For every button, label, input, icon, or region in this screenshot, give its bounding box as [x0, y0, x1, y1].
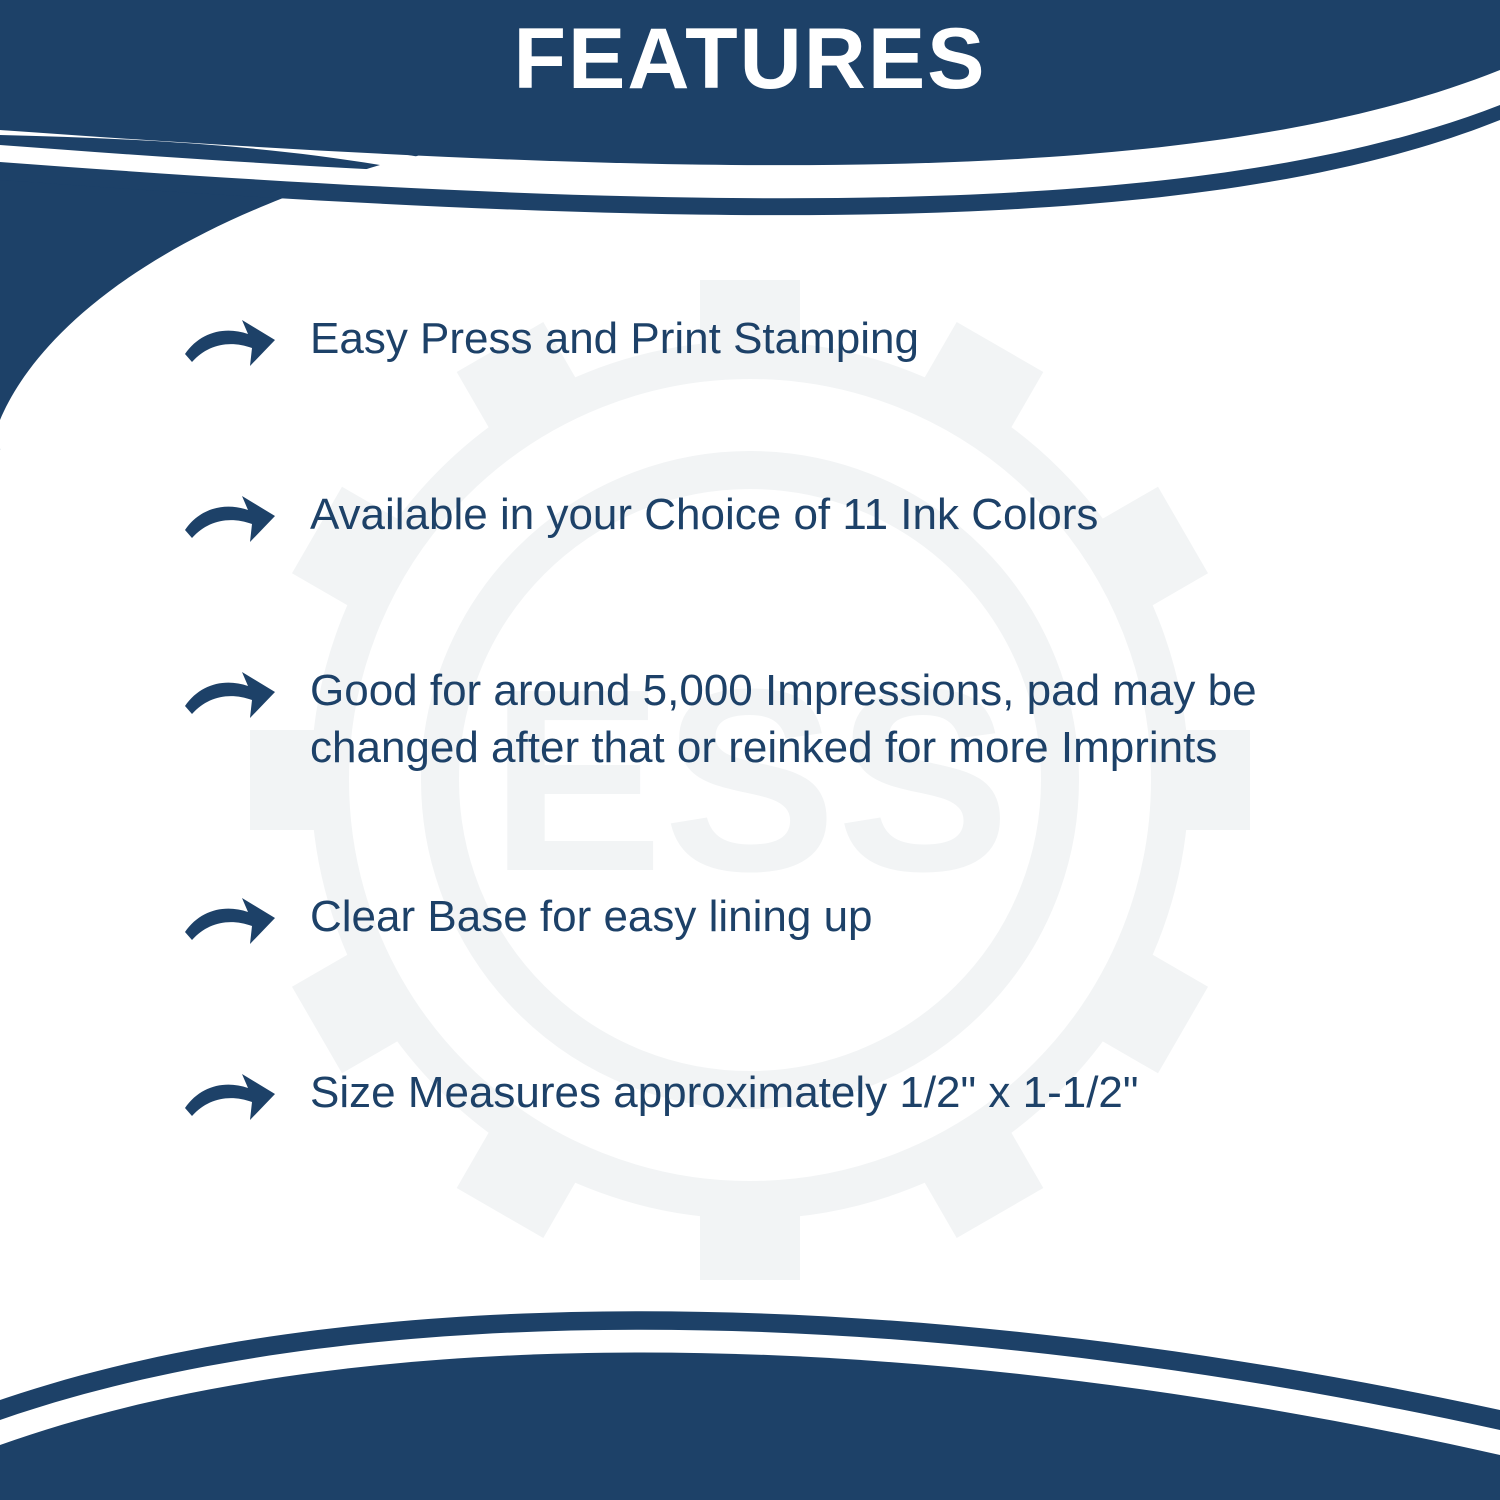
- feature-item: Good for around 5,000 Impressions, pad m…: [180, 662, 1400, 776]
- feature-text: Size Measures approximately 1/2" x 1-1/2…: [310, 1064, 1139, 1121]
- arrow-icon: [180, 666, 280, 726]
- arrow-icon: [180, 1068, 280, 1128]
- feature-item: Available in your Choice of 11 Ink Color…: [180, 486, 1400, 550]
- arrow-icon: [180, 490, 280, 550]
- feature-item: Size Measures approximately 1/2" x 1-1/2…: [180, 1064, 1400, 1128]
- feature-text: Good for around 5,000 Impressions, pad m…: [310, 662, 1370, 776]
- feature-text: Clear Base for easy lining up: [310, 888, 873, 945]
- arrow-icon: [180, 892, 280, 952]
- feature-text: Available in your Choice of 11 Ink Color…: [310, 486, 1098, 543]
- feature-item: Clear Base for easy lining up: [180, 888, 1400, 952]
- footer-band: [0, 1270, 1500, 1500]
- page-title: FEATURES: [0, 10, 1500, 109]
